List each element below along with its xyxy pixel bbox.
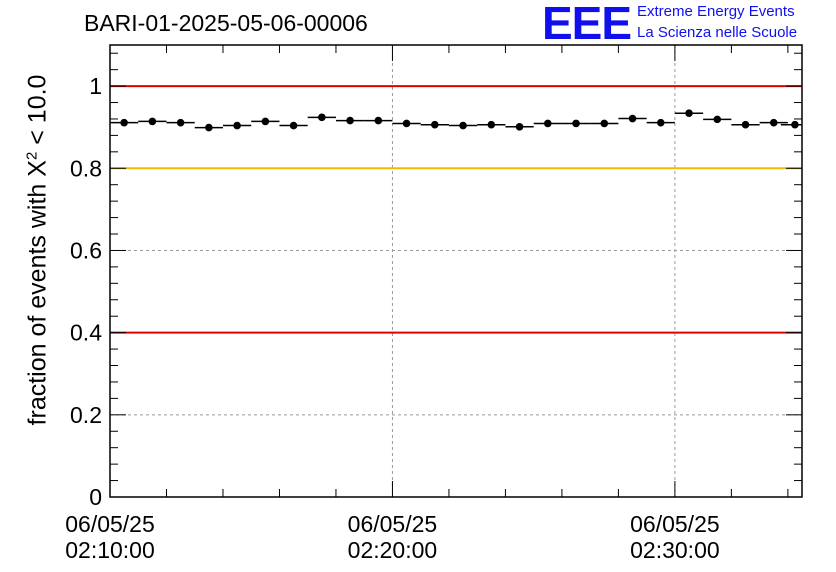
data-point: [120, 118, 128, 127]
data-point: [233, 121, 241, 130]
data-point: [713, 115, 722, 124]
y-axis-label-suffix: < 10.0: [23, 74, 52, 152]
data-point: [543, 119, 552, 128]
data-point: [318, 113, 326, 122]
data-point: [769, 118, 778, 127]
data-point: [431, 120, 439, 129]
data-point: [289, 121, 298, 130]
data-point: [205, 123, 213, 132]
data-point: [741, 120, 750, 129]
data-point: [261, 117, 270, 126]
data-point: [148, 117, 157, 126]
data-point: [374, 116, 383, 125]
plot-frame: [109, 44, 803, 498]
x-tick-label-time: 02:30:00: [630, 537, 720, 563]
data-point: [459, 121, 467, 130]
y-tick-label: 1: [89, 73, 102, 99]
data-point: [487, 120, 496, 129]
y-tick-label: 0: [89, 484, 102, 510]
x-tick-label-time: 02:10:00: [65, 537, 155, 563]
data-point: [628, 114, 637, 123]
plot-area: [110, 45, 802, 497]
chart-title: BARI-01-2025-05-06-00006: [84, 10, 368, 36]
y-tick-label: 0.6: [70, 237, 102, 263]
data-point: [402, 119, 411, 128]
logo-line-2: La Scienza nelle Scuole: [637, 24, 798, 41]
logo-line-1: Extreme Energy Events: [637, 3, 795, 20]
data-point: [572, 119, 580, 128]
data-point: [515, 122, 524, 131]
y-tick-label: 0.8: [70, 155, 102, 181]
data-point: [685, 109, 693, 118]
data-point: [346, 116, 354, 125]
x-tick-label-date: 06/05/25: [348, 511, 438, 537]
eee-logo: EEE: [542, 0, 632, 49]
x-tick-label-date: 06/05/25: [630, 511, 720, 537]
x-tick-label-date: 06/05/25: [65, 511, 155, 537]
y-tick-label: 0.4: [70, 320, 102, 346]
y-axis-label-sup: 2: [23, 151, 41, 161]
data-point: [600, 119, 609, 128]
data-point: [176, 118, 185, 127]
y-axis-label-prefix: fraction of events with X: [23, 160, 52, 426]
x-tick-label-time: 02:20:00: [348, 537, 438, 563]
y-axis-label: fraction of events with X2 < 10.0: [23, 75, 52, 426]
data-point: [656, 118, 665, 127]
data-point: [791, 120, 799, 129]
y-tick-label: 0.2: [70, 402, 102, 428]
